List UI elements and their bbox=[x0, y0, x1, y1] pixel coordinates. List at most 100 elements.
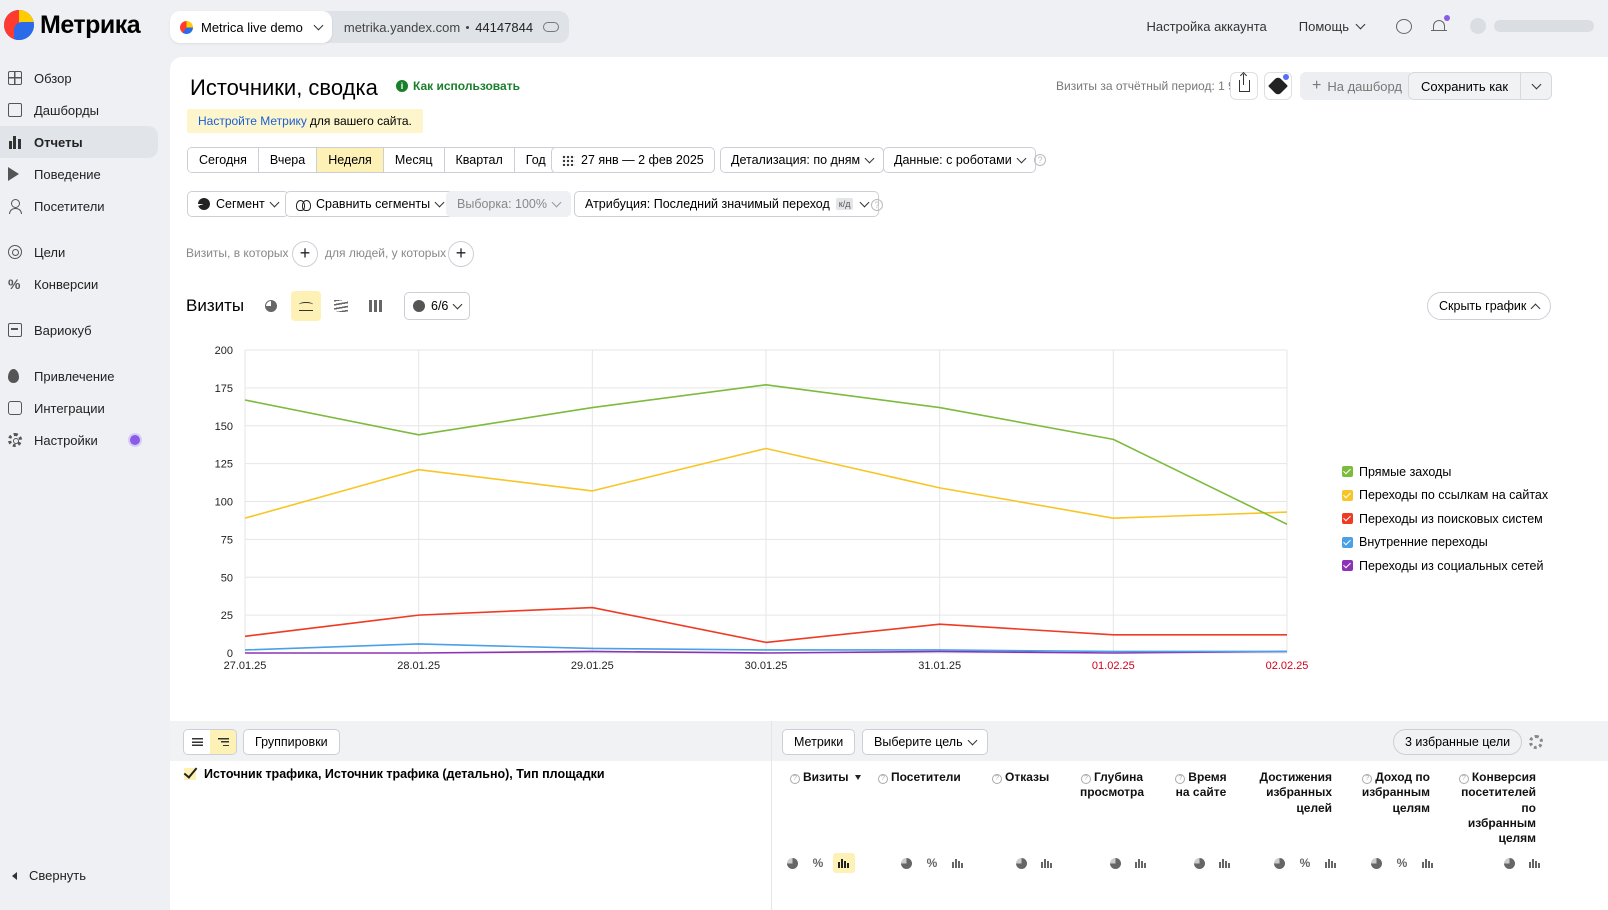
bell-icon[interactable] bbox=[1431, 14, 1450, 34]
column-pie-button[interactable] bbox=[1365, 853, 1387, 873]
column-bar-button[interactable] bbox=[1214, 853, 1236, 873]
hide-chart-button[interactable]: Скрыть график bbox=[1427, 292, 1552, 320]
help-icon[interactable]: ? bbox=[790, 774, 800, 784]
help-icon[interactable]: ? bbox=[1362, 774, 1373, 784]
column-pie-button[interactable] bbox=[781, 853, 803, 873]
data-dropdown[interactable]: Данные: с роботами bbox=[883, 147, 1036, 173]
collapse-sidebar-button[interactable]: Свернуть bbox=[12, 868, 86, 883]
column-goal-reaches-header[interactable]: Достижения избранных целей bbox=[1252, 770, 1332, 816]
sidebar-item-reports[interactable]: Отчеты bbox=[0, 126, 158, 158]
ai-assistant-button[interactable] bbox=[1264, 72, 1292, 100]
legend-checkbox[interactable] bbox=[1342, 560, 1353, 572]
legend-checkbox[interactable] bbox=[1342, 536, 1353, 548]
select-goal-dropdown[interactable]: Выберите цель bbox=[862, 729, 988, 755]
column-bar-button[interactable] bbox=[1320, 853, 1342, 873]
column-percent-button[interactable]: % bbox=[807, 853, 829, 873]
column-pie-button[interactable] bbox=[895, 853, 917, 873]
export-button[interactable] bbox=[1230, 72, 1258, 100]
account-settings-link[interactable]: Настройка аккаунта bbox=[1146, 18, 1267, 34]
save-as-dropdown[interactable] bbox=[1521, 73, 1551, 99]
date-range-picker[interactable]: 27 янв — 2 фев 2025 bbox=[551, 147, 715, 173]
period-yesterday[interactable]: Вчера bbox=[258, 148, 318, 172]
add-visit-condition-button[interactable]: + bbox=[292, 241, 318, 267]
logo[interactable]: Метрика bbox=[4, 10, 141, 40]
sidebar-item-goals[interactable]: Цели bbox=[0, 236, 158, 268]
legend-checkbox[interactable] bbox=[1342, 513, 1353, 525]
help-icon[interactable]: ? bbox=[1034, 154, 1046, 166]
legend-checkbox[interactable] bbox=[1342, 466, 1353, 478]
add-people-condition-button[interactable]: + bbox=[448, 241, 474, 267]
help-icon[interactable]: ? bbox=[992, 774, 1002, 784]
column-visitors-header[interactable]: ? Посетители bbox=[878, 770, 973, 785]
column-pie-button[interactable] bbox=[1010, 853, 1032, 873]
sidebar-item-settings[interactable]: Настройки bbox=[0, 424, 158, 456]
help-icon[interactable]: ? bbox=[1175, 774, 1186, 784]
help-menu[interactable]: Помощь bbox=[1299, 19, 1366, 34]
area-chart-button[interactable] bbox=[326, 291, 356, 321]
checkbox[interactable] bbox=[184, 768, 196, 780]
legend-item[interactable]: Переходы из поисковых систем bbox=[1342, 507, 1548, 531]
column-percent-button[interactable]: % bbox=[1391, 853, 1413, 873]
legend-item[interactable]: Прямые заходы bbox=[1342, 460, 1548, 484]
sidebar-item-conversions[interactable]: % Конверсии bbox=[0, 268, 158, 300]
sidebar-item-overview[interactable]: Обзор bbox=[0, 62, 158, 94]
legend-item[interactable]: Переходы из социальных сетей bbox=[1342, 554, 1548, 578]
favorite-goals-button[interactable]: 3 избранные цели bbox=[1393, 729, 1523, 755]
metrics-button[interactable]: Метрики bbox=[782, 729, 856, 755]
bar-chart-button[interactable] bbox=[361, 291, 391, 321]
add-to-dashboard-button[interactable]: + На дашборд bbox=[1300, 72, 1415, 100]
sidebar-item-dashboards[interactable]: Дашборды bbox=[0, 94, 158, 126]
compare-segments-dropdown[interactable]: Сравнить сегменты bbox=[285, 191, 455, 217]
column-visits-header[interactable]: ? Визиты bbox=[790, 770, 870, 785]
sample-dropdown[interactable]: Выборка: 100% bbox=[446, 191, 571, 217]
pie-chart-button[interactable] bbox=[256, 291, 286, 321]
period-month[interactable]: Месяц bbox=[383, 148, 445, 172]
attribution-dropdown[interactable]: Атрибуция: Последний значимый переход к/… bbox=[574, 191, 880, 217]
column-bar-button[interactable] bbox=[947, 853, 969, 873]
detail-dropdown[interactable]: Детализация: по дням bbox=[720, 147, 885, 173]
period-week[interactable]: Неделя bbox=[317, 148, 384, 172]
column-bar-button[interactable] bbox=[1036, 853, 1058, 873]
how-to-link[interactable]: i Как использовать bbox=[396, 79, 520, 93]
column-bar-button[interactable] bbox=[1417, 853, 1439, 873]
period-quarter[interactable]: Квартал bbox=[444, 148, 515, 172]
help-icon[interactable]: ? bbox=[878, 774, 888, 784]
period-today[interactable]: Сегодня bbox=[188, 148, 259, 172]
legend-checkbox[interactable] bbox=[1342, 489, 1353, 501]
column-bounces-header[interactable]: ? Отказы bbox=[992, 770, 1062, 785]
legend-item[interactable]: Переходы по ссылкам на сайтах bbox=[1342, 484, 1548, 508]
column-pie-button[interactable] bbox=[1188, 853, 1210, 873]
cloud-icon[interactable] bbox=[543, 22, 560, 32]
column-percent-button[interactable]: % bbox=[921, 853, 943, 873]
sidebar-item-behavior[interactable]: Поведение bbox=[0, 158, 158, 190]
setup-metrika-link[interactable]: Настройте Метрику bbox=[198, 114, 307, 128]
column-time-header[interactable]: ? Время на сайте bbox=[1170, 770, 1232, 801]
column-revenue-header[interactable]: ? Доход по избранным целям bbox=[1358, 770, 1430, 816]
counter-dropdown[interactable]: Metrica live demo bbox=[170, 11, 332, 43]
column-bar-button[interactable] bbox=[833, 853, 855, 873]
sidebar-item-variocube[interactable]: Вариокуб bbox=[0, 314, 158, 346]
user-menu[interactable] bbox=[1470, 18, 1594, 34]
column-pie-button[interactable] bbox=[1104, 853, 1126, 873]
legend-item[interactable]: Внутренние переходы bbox=[1342, 531, 1548, 555]
chat-icon[interactable] bbox=[1396, 18, 1412, 34]
column-depth-header[interactable]: ? Глубина просмотра bbox=[1078, 770, 1146, 801]
gear-icon[interactable] bbox=[1529, 735, 1543, 749]
save-as-button[interactable]: Сохранить как bbox=[1408, 72, 1553, 100]
segment-dropdown[interactable]: Сегмент bbox=[187, 191, 289, 217]
column-conversion-header[interactable]: ? Конверсия посетителей по избранным целя… bbox=[1456, 770, 1536, 846]
flat-view-button[interactable] bbox=[184, 730, 210, 754]
tree-view-button[interactable] bbox=[210, 730, 236, 754]
column-bar-button[interactable] bbox=[1130, 853, 1152, 873]
sidebar-item-acquisition[interactable]: Привлечение bbox=[0, 360, 158, 392]
column-percent-button[interactable]: % bbox=[1294, 853, 1316, 873]
line-chart-button[interactable] bbox=[291, 291, 321, 321]
help-icon[interactable]: ? bbox=[871, 199, 883, 211]
sidebar-item-integrations[interactable]: Интеграции bbox=[0, 392, 158, 424]
column-bar-button[interactable] bbox=[1524, 853, 1546, 873]
groupings-button[interactable]: Группировки bbox=[243, 729, 340, 755]
column-pie-button[interactable] bbox=[1498, 853, 1520, 873]
column-pie-button[interactable] bbox=[1268, 853, 1290, 873]
help-icon[interactable]: ? bbox=[1458, 774, 1469, 784]
help-icon[interactable]: ? bbox=[1080, 774, 1091, 784]
